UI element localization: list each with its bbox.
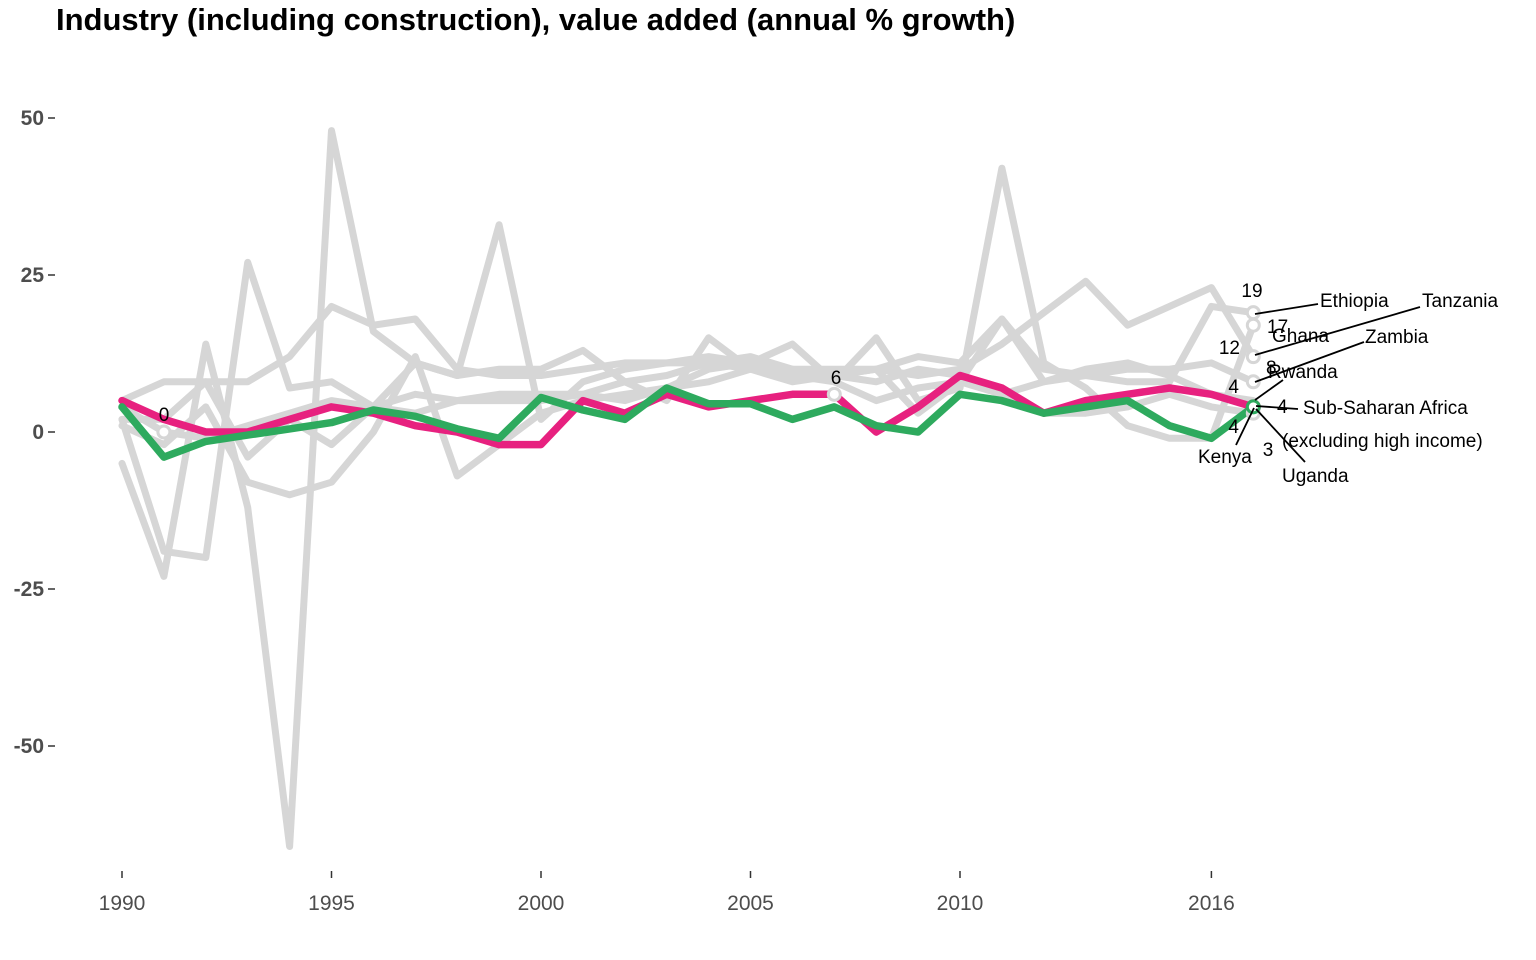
leader-line: [1254, 379, 1284, 401]
value-label: 12: [1219, 338, 1240, 359]
series-label-ethiopia: Ethiopia: [1320, 291, 1389, 312]
y-tick-label: 0: [32, 421, 44, 444]
value-marker: [1245, 374, 1261, 390]
value-label: 0: [159, 405, 170, 426]
value-label: 19: [1241, 281, 1262, 302]
x-tick-label: 2016: [1188, 892, 1235, 915]
value-marker: [1245, 349, 1261, 365]
value-label: 4: [1228, 377, 1239, 398]
series-label-tanzania: Tanzania: [1422, 291, 1498, 312]
y-tick-label: 25: [21, 264, 45, 287]
leader-line: [1254, 303, 1319, 315]
x-tick-label: 2005: [727, 892, 774, 915]
marker-layer: [156, 305, 1261, 440]
y-tick-label: -25: [14, 578, 45, 601]
leader-line: [1254, 341, 1365, 383]
series-label-excluding-high-income: (excluding high income): [1282, 431, 1483, 452]
x-axis: 1990 1995 2000 2005 2010 2016: [99, 871, 1235, 915]
series-label-uganda: Uganda: [1282, 466, 1349, 487]
series-line-ethiopia: [118, 127, 1257, 850]
y-tick-label: -50: [14, 735, 44, 758]
value-label: 8: [1266, 358, 1277, 379]
value-label: 4: [1228, 417, 1239, 438]
value-marker: [826, 386, 842, 402]
series-label-ghana: Ghana: [1272, 326, 1329, 347]
value-marker: [1245, 317, 1261, 333]
value-label: 17: [1267, 317, 1288, 338]
leader-line: [1255, 408, 1306, 463]
series-label-kenya: Kenya: [1198, 447, 1252, 468]
x-tick-label: 1995: [308, 892, 355, 915]
value-marker: [1245, 305, 1261, 321]
leader-line: [1235, 407, 1255, 446]
x-tick-label: 2000: [518, 892, 565, 915]
x-tick-label: 1990: [99, 892, 146, 915]
value-label: 3: [1263, 440, 1274, 461]
chart-title: Industry (including construction), value…: [56, 2, 1016, 37]
series-line-sub-saharan-africa-excluding-high-income: [118, 384, 1258, 461]
value-marker: [156, 424, 172, 440]
series-label-sub-saharan-africa: Sub-Saharan Africa: [1303, 398, 1468, 419]
label-layer: 0619171284443EthiopiaTanzaniaGhanaZambia…: [159, 281, 1499, 487]
leader-line: [1255, 405, 1299, 410]
y-axis: 50 25 0 -25 -50: [14, 107, 55, 758]
y-tick-label: 50: [21, 107, 44, 130]
series-layer: [118, 127, 1258, 850]
leader-line: [1254, 306, 1421, 356]
series-label-zambia: Zambia: [1365, 327, 1429, 348]
series-label-rwanda: Rwanda: [1268, 362, 1338, 383]
x-tick-label: 2010: [937, 892, 984, 915]
value-label: 6: [831, 368, 842, 389]
